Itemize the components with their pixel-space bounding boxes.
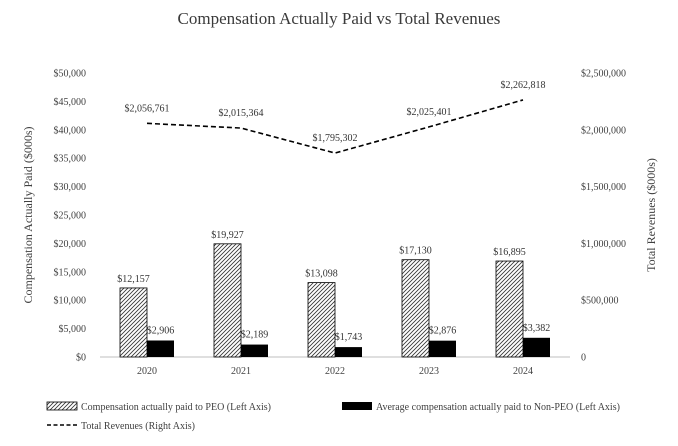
- data-label-non-peo: $2,189: [241, 330, 269, 341]
- x-axis-tick-label: 2021: [231, 366, 251, 377]
- bar-non-peo-2022: [335, 347, 362, 357]
- legend-label-revenues: Total Revenues (Right Axis): [81, 421, 195, 432]
- data-label-non-peo: $3,382: [523, 323, 551, 334]
- left-axis-tick-label: $15,000: [54, 267, 87, 278]
- data-label-non-peo: $2,876: [429, 326, 457, 337]
- legend-swatch-peo: [46, 401, 78, 411]
- data-label-non-peo: $1,743: [335, 332, 363, 343]
- data-label-revenues: $1,795,302: [313, 133, 358, 144]
- bar-non-peo-2021: [241, 344, 268, 357]
- x-axis-tick-label: 2022: [325, 366, 345, 377]
- data-label-revenues: $2,056,761: [125, 103, 170, 114]
- right-axis-tick-label: $1,500,000: [581, 182, 626, 193]
- data-label-revenues: $2,025,401: [407, 107, 452, 118]
- bar-peo-2024: [495, 260, 524, 358]
- bar-non-peo-2023: [429, 340, 456, 357]
- data-label-non-peo: $2,906: [147, 325, 175, 336]
- left-axis-tick-label: $45,000: [54, 97, 87, 108]
- legend: Compensation actually paid to PEO (Left …: [46, 401, 620, 432]
- data-label-peo: $17,130: [399, 246, 432, 257]
- right-axis-tick-label: $1,000,000: [581, 239, 626, 250]
- right-axis-tick-label: $2,500,000: [581, 69, 626, 80]
- bar-peo-2021: [213, 243, 242, 358]
- bar-peo-2023: [401, 259, 430, 358]
- x-axis-tick-label: 2023: [419, 366, 439, 377]
- right-axis-title: Total Revenues ($000s): [644, 158, 658, 272]
- legend-swatch-non-peo: [342, 402, 372, 410]
- left-axis-tick-label: $40,000: [54, 125, 87, 136]
- left-axis-tick-label: $35,000: [54, 154, 87, 165]
- data-label-revenues: $2,262,818: [501, 80, 546, 91]
- right-axis-tick-label: $500,000: [581, 296, 619, 307]
- x-axis-tick-label: 2020: [137, 366, 157, 377]
- left-axis-tick-label: $0: [76, 353, 86, 364]
- legend-label-peo: Compensation actually paid to PEO (Left …: [81, 402, 271, 413]
- data-label-revenues: $2,015,364: [219, 108, 264, 119]
- left-axis-tick-label: $50,000: [54, 69, 87, 80]
- bar-peo-2020: [119, 287, 148, 358]
- bar-peo-2022: [307, 282, 336, 358]
- data-label-peo: $16,895: [493, 247, 526, 258]
- left-axis-tick-label: $30,000: [54, 182, 87, 193]
- x-axis-tick-label: 2024: [513, 366, 533, 377]
- left-axis-tick-label: $5,000: [59, 324, 87, 335]
- left-axis-tick-label: $20,000: [54, 239, 87, 250]
- bar-non-peo-2024: [523, 337, 550, 357]
- data-label-peo: $19,927: [211, 230, 244, 241]
- line-total-revenues: [146, 99, 524, 154]
- chart-title: Compensation Actually Paid vs Total Reve…: [178, 9, 501, 28]
- data-label-peo: $12,157: [117, 274, 150, 285]
- plot-area: $0 $5,000 $10,000 $15,000 $20,000 $25,000 $30,…: [54, 69, 627, 378]
- legend-label-non-peo: Average compensation actually paid to No…: [376, 402, 620, 413]
- bar-non-peo-2020: [147, 340, 174, 357]
- left-axis-tick-label: $10,000: [54, 296, 87, 307]
- right-axis-tick-label: $2,000,000: [581, 125, 626, 136]
- left-axis-tick-label: $25,000: [54, 211, 87, 222]
- right-axis-tick-label: 0: [581, 353, 586, 364]
- left-axis-title: Compensation Actually Paid ($000s): [21, 127, 35, 304]
- data-label-peo: $13,098: [305, 269, 338, 280]
